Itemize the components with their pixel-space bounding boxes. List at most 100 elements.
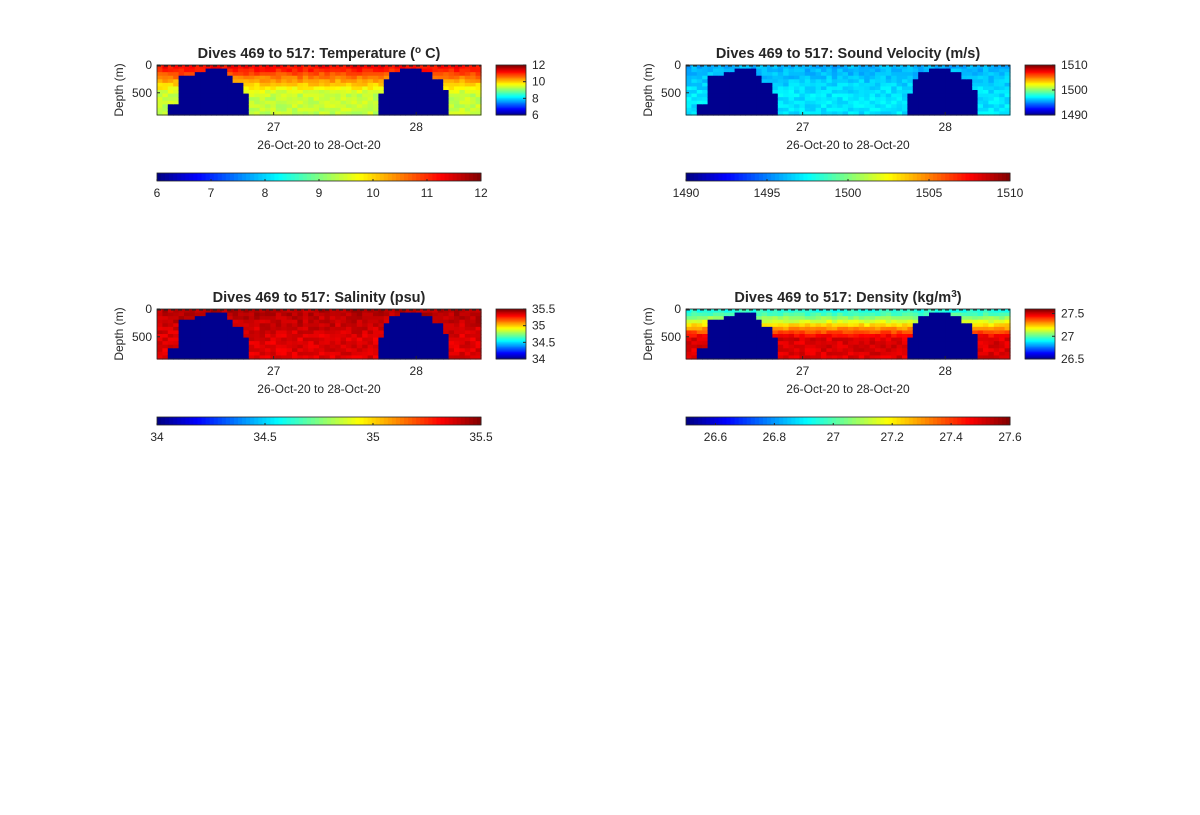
heatmap-cell xyxy=(173,107,180,113)
heatmap-cell xyxy=(178,312,185,317)
heatmap-cell xyxy=(416,316,423,321)
heatmap-cell xyxy=(826,319,833,324)
heatmap-cell xyxy=(178,79,185,84)
hbar-segment xyxy=(941,417,946,425)
heatmap-cell xyxy=(437,337,444,342)
x-axis-label: 26-Oct-20 to 28-Oct-20 xyxy=(786,382,910,396)
heatmap-cell xyxy=(999,93,1006,98)
heatmap-cell xyxy=(475,90,482,95)
heatmap-cell xyxy=(896,316,903,321)
heatmap-cell xyxy=(907,330,914,335)
heatmap-cell xyxy=(988,319,995,324)
heatmap-cell xyxy=(400,337,406,342)
heatmap-cell xyxy=(448,93,455,98)
x-tick-label: 27 xyxy=(796,120,810,134)
heatmap-cell xyxy=(194,334,201,339)
heatmap-cell xyxy=(815,337,822,342)
heatmap-cell xyxy=(702,330,709,335)
heatmap-cell xyxy=(351,348,358,353)
heatmap-cell xyxy=(221,79,228,84)
heatmap-cell xyxy=(378,82,385,88)
heatmap-cell xyxy=(799,90,806,95)
heatmap-cell xyxy=(243,351,250,357)
heatmap-cell xyxy=(373,341,379,346)
heatmap-cell xyxy=(929,341,935,346)
heatmap-cell xyxy=(977,326,984,332)
heatmap-cell xyxy=(475,97,482,102)
heatmap-cell xyxy=(194,309,201,314)
hbar-segment xyxy=(165,173,170,181)
heatmap-cell xyxy=(929,326,935,332)
heatmap-cell xyxy=(248,79,255,84)
heatmap-cell xyxy=(988,111,995,116)
hbar-tick-label: 6 xyxy=(154,186,161,200)
hbar-tick-label: 10 xyxy=(366,186,380,200)
heatmap-cell xyxy=(756,319,763,324)
heatmap-cell xyxy=(157,82,163,88)
heatmap-cell xyxy=(912,344,919,349)
heatmap-cell xyxy=(713,68,719,73)
heatmap-cell xyxy=(794,323,800,328)
heatmap-cell xyxy=(227,312,234,317)
heatmap-cell xyxy=(437,348,444,353)
heatmap-cell xyxy=(313,319,320,324)
heatmap-cell xyxy=(302,65,309,70)
heatmap-cell xyxy=(216,68,223,73)
heatmap-cell xyxy=(405,337,412,342)
heatmap-cell xyxy=(831,337,838,342)
heatmap-cell xyxy=(194,326,201,332)
heatmap-cell xyxy=(799,326,806,332)
hbar-segment xyxy=(787,417,792,425)
heatmap-cell xyxy=(308,316,315,321)
hbar-segment xyxy=(852,173,857,181)
hbar-segment xyxy=(706,417,711,425)
heatmap-cell xyxy=(788,316,795,321)
heatmap-cell xyxy=(340,337,347,342)
heatmap-cell xyxy=(821,68,827,73)
heatmap-cell xyxy=(799,93,806,98)
hbar-segment xyxy=(868,417,873,425)
heatmap-cell xyxy=(875,65,881,70)
heatmap-cell xyxy=(410,337,417,342)
heatmap-cell xyxy=(238,316,244,321)
heatmap-cell xyxy=(707,355,714,360)
heatmap-cell xyxy=(243,90,250,95)
heatmap-cell xyxy=(394,316,401,321)
hbar-segment xyxy=(424,173,429,181)
heatmap-cell xyxy=(788,82,795,88)
heatmap-cell xyxy=(178,111,185,116)
heatmap-cell xyxy=(389,337,396,342)
heatmap-cell xyxy=(184,344,190,349)
heatmap-cell xyxy=(1004,111,1011,116)
heatmap-cell xyxy=(421,93,428,98)
heatmap-cell xyxy=(178,93,185,98)
heatmap-cell xyxy=(157,90,163,95)
heatmap-cell xyxy=(356,351,363,357)
heatmap-cell xyxy=(713,319,719,324)
heatmap-cell xyxy=(804,107,811,113)
heatmap-cell xyxy=(248,351,255,357)
heatmap-cell xyxy=(157,348,163,353)
heatmap-cell xyxy=(378,75,385,80)
heatmap-cell xyxy=(221,348,228,353)
heatmap-cell xyxy=(750,107,757,113)
heatmap-cell xyxy=(167,330,174,335)
heatmap-cell xyxy=(205,97,212,102)
heatmap-cell xyxy=(826,68,833,73)
heatmap-cell xyxy=(723,100,730,105)
heatmap-cell xyxy=(723,344,730,349)
heatmap-cell xyxy=(475,351,482,357)
heatmap-cell xyxy=(934,82,941,88)
heatmap-cell xyxy=(383,309,390,314)
heatmap-cell xyxy=(939,355,946,360)
heatmap-cell xyxy=(853,100,860,105)
hbar-segment xyxy=(779,173,784,181)
hbar-segment xyxy=(476,173,482,181)
heatmap-cell xyxy=(292,68,298,73)
heatmap-cell xyxy=(707,82,714,88)
heatmap-cell xyxy=(243,107,250,113)
heatmap-cell xyxy=(740,97,746,102)
heatmap-cell xyxy=(400,348,406,353)
heatmap-cell xyxy=(864,75,871,80)
heatmap-cell xyxy=(740,344,746,349)
